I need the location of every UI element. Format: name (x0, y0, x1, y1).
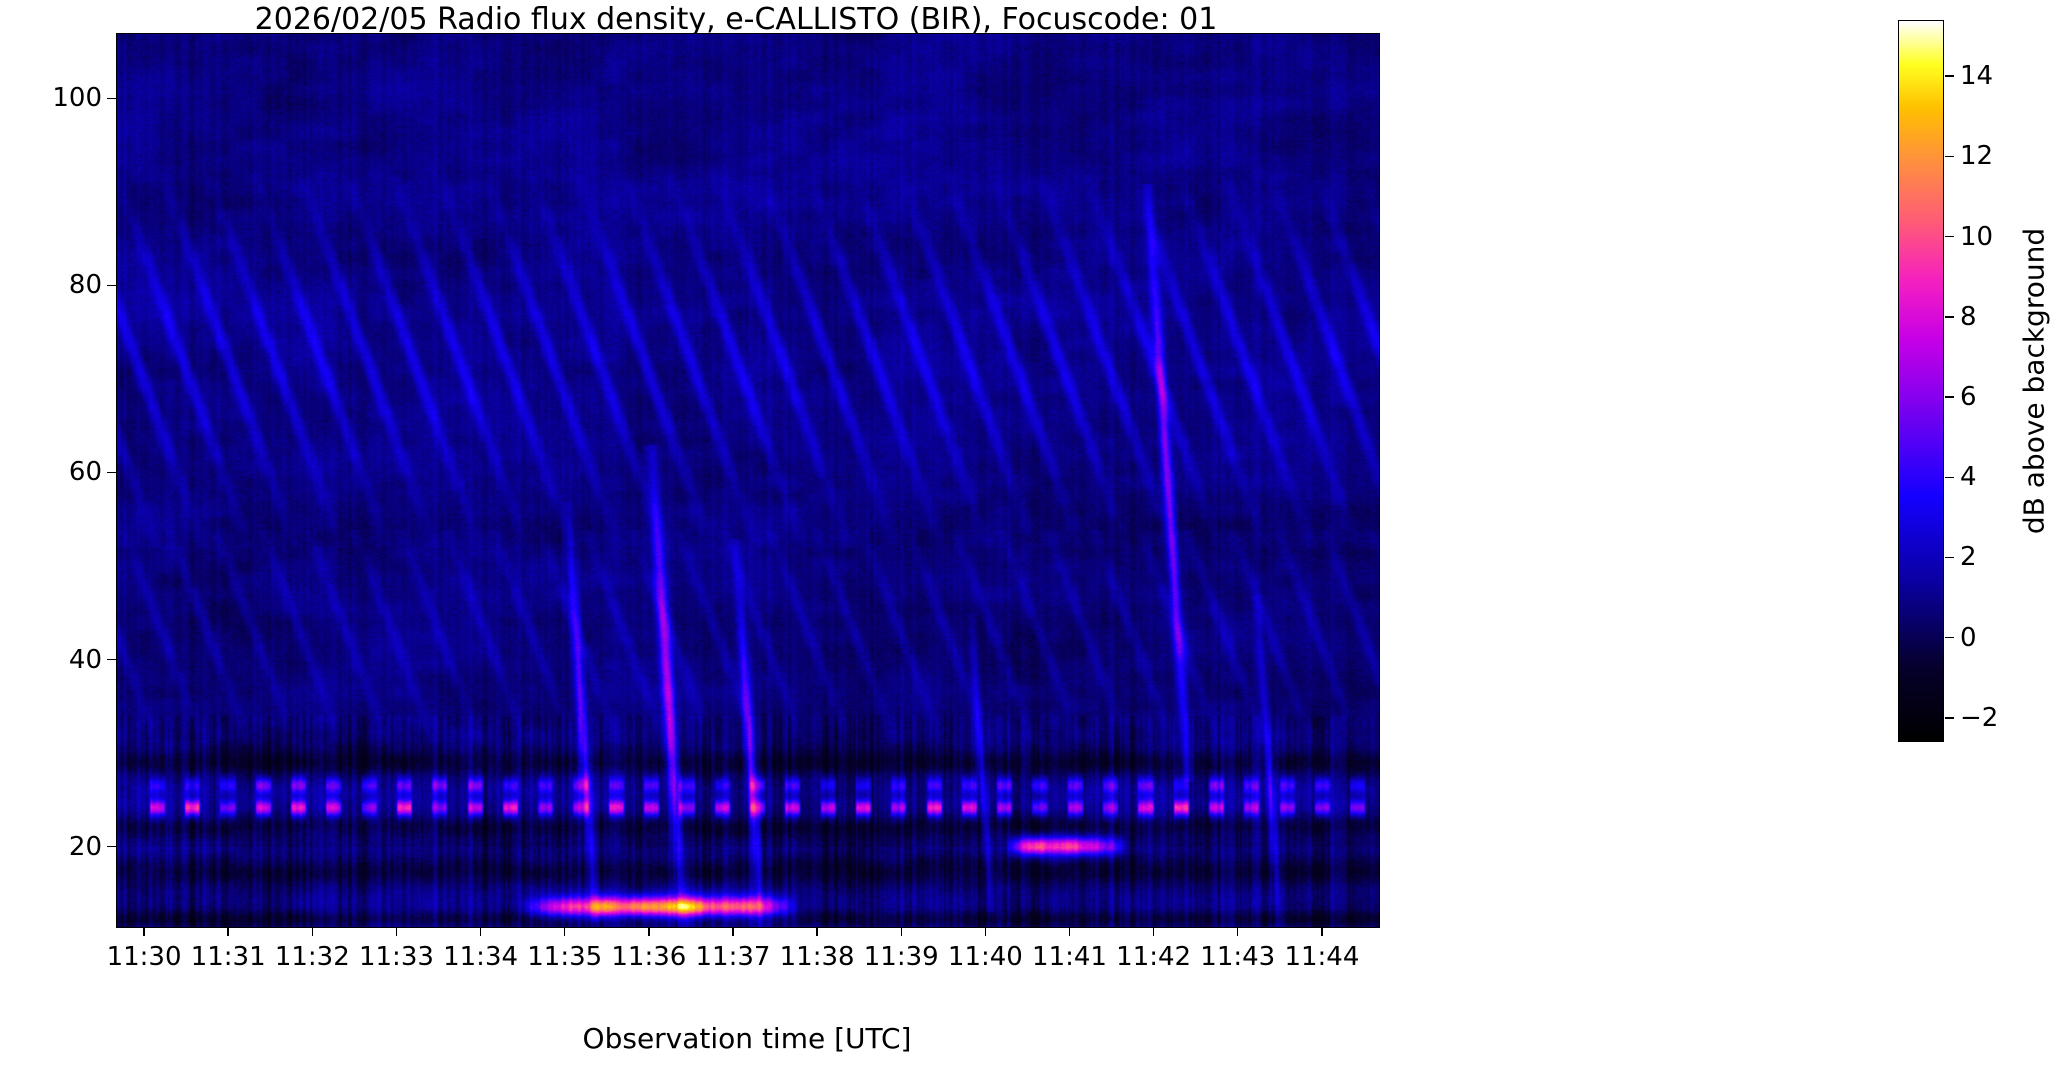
x-tick-label: 11:39 (863, 942, 939, 972)
colorbar-tick-label: 12 (1960, 141, 1994, 172)
x-tick-mark (227, 927, 229, 936)
y-tick-mark (107, 471, 116, 474)
colorbar-tick-label: 14 (1960, 61, 1994, 92)
x-tick-mark (1321, 927, 1323, 936)
x-tick-mark (1152, 927, 1155, 936)
x-tick-label: 11:33 (358, 942, 434, 972)
x-tick-label: 11:35 (527, 942, 603, 972)
colorbar-tick-mark (1945, 476, 1954, 478)
x-tick-label: 11:30 (106, 942, 182, 972)
x-tick-label: 11:32 (274, 942, 350, 972)
colorbar-tick-label: 0 (1960, 622, 1977, 653)
colorbar-tick-label: −2 (1960, 702, 1999, 733)
colorbar-tick-label: 4 (1960, 462, 1977, 493)
figure-title: 2026/02/05 Radio flux density, e-CALLIST… (254, 2, 1218, 37)
spectrogram-axes (116, 33, 1380, 928)
colorbar-label: dB above background (2017, 227, 2051, 535)
x-tick-mark (311, 927, 313, 936)
x-tick-mark (143, 927, 145, 936)
colorbar-tick-mark (1945, 556, 1954, 559)
y-tick-mark (107, 97, 116, 100)
x-tick-label: 11:38 (779, 942, 855, 972)
x-tick-mark (479, 927, 482, 936)
x-tick-label: 11:36 (611, 942, 687, 972)
colorbar-tick-label: 8 (1960, 301, 1977, 332)
x-tick-mark (984, 927, 987, 936)
x-tick-mark (732, 927, 734, 936)
spectrogram-image (117, 34, 1379, 927)
x-tick-mark (816, 927, 818, 936)
x-tick-label: 11:40 (947, 942, 1023, 972)
colorbar: −2 0 2 4 6 8 10 12 14 (1898, 20, 1998, 742)
y-tick-label: 60 (68, 457, 102, 488)
colorbar-tick-mark (1945, 235, 1954, 238)
y-tick-mark (107, 658, 116, 661)
x-tick-label: 11:44 (1284, 942, 1360, 972)
y-tick-mark (107, 284, 116, 287)
x-tick-mark (1068, 927, 1071, 936)
y-tick-label: 80 (68, 270, 102, 301)
y-tick-mark (107, 845, 116, 848)
colorbar-tick-mark (1945, 155, 1954, 158)
x-tick-label: 11:43 (1200, 942, 1276, 972)
colorbar-tick-mark (1945, 717, 1954, 719)
x-axis-label: Observation time [UTC] (582, 1022, 912, 1055)
y-tick-label: 20 (68, 831, 102, 862)
x-tick-label: 11:42 (1116, 942, 1192, 972)
colorbar-tick-label: 10 (1960, 221, 1994, 252)
colorbar-tick-label: 6 (1960, 382, 1977, 413)
x-tick-mark (648, 927, 650, 936)
x-tick-label: 11:31 (190, 942, 266, 972)
y-tick-label: 100 (52, 83, 102, 114)
x-tick-mark (564, 927, 566, 936)
colorbar-tick-label: 2 (1960, 542, 1977, 573)
y-tick-label: 40 (68, 644, 102, 675)
colorbar-gradient (1898, 20, 1944, 742)
x-tick-mark (1237, 927, 1239, 936)
x-tick-label: 11:41 (1032, 942, 1107, 972)
colorbar-tick-mark (1945, 396, 1954, 398)
colorbar-tick-mark (1945, 637, 1954, 639)
x-tick-mark (900, 927, 902, 936)
colorbar-tick-mark (1945, 75, 1954, 77)
x-tick-label: 11:34 (443, 942, 519, 972)
colorbar-tick-mark (1945, 316, 1954, 318)
x-tick-label: 11:37 (695, 942, 771, 972)
x-tick-mark (395, 927, 398, 936)
